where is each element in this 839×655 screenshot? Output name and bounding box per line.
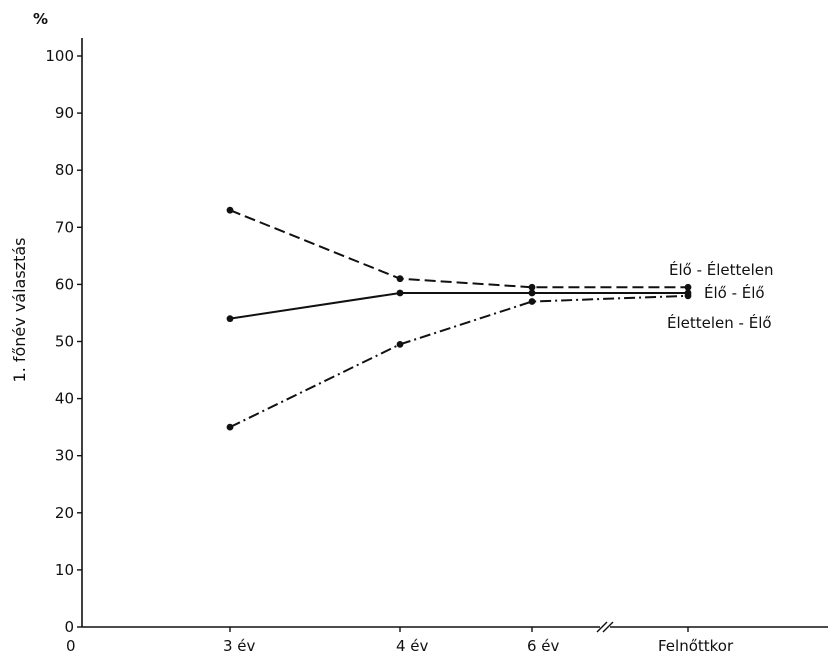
y-tick-label: 0 <box>64 618 74 636</box>
data-point <box>528 283 536 291</box>
data-point <box>684 292 692 300</box>
series-label: Élettelen - Élő <box>667 313 772 332</box>
data-point <box>396 340 404 348</box>
series-group <box>226 206 692 431</box>
y-tick-label: 80 <box>55 161 74 179</box>
x-tick-label: 3 év <box>223 637 256 655</box>
data-point <box>528 289 536 297</box>
data-point <box>684 283 692 291</box>
data-point <box>396 289 404 297</box>
y-tick-label: 40 <box>55 390 74 408</box>
axis-break-mark <box>602 621 614 633</box>
axes <box>81 38 828 633</box>
y-tick-label: 50 <box>55 333 74 351</box>
series-label: Élő - Élő <box>704 283 765 302</box>
data-point <box>226 423 234 431</box>
y-ticks: 0 10 20 30 40 50 60 70 80 90 100 <box>45 47 82 636</box>
x-origin-label: 0 <box>66 637 76 655</box>
series-line <box>229 209 688 289</box>
x-tick-label: Felnőttkor <box>658 637 734 655</box>
y-axis-title: 1. főnév választás <box>10 238 29 383</box>
y-tick-label: 100 <box>45 47 74 65</box>
x-ticks: 0 3 év 4 év 6 év Felnőttkor <box>66 627 734 655</box>
series-line <box>229 291 688 320</box>
series-line <box>229 294 689 429</box>
x-tick-label: 6 év <box>527 637 560 655</box>
y-unit-label: % <box>33 10 48 28</box>
data-point <box>396 275 404 283</box>
y-tick-label: 90 <box>55 104 74 122</box>
y-tick-label: 60 <box>55 275 74 293</box>
y-tick-label: 70 <box>55 218 74 236</box>
data-point <box>226 315 234 323</box>
y-tick-label: 30 <box>55 447 74 465</box>
series-label: Élő - Élettelen <box>669 260 774 279</box>
series-labels: Élő - Élettelen Élő - Élő Élettelen - Élő <box>667 260 774 332</box>
axis-break-mark <box>596 621 608 633</box>
data-point <box>226 206 234 214</box>
y-tick-label: 20 <box>55 504 74 522</box>
data-point <box>528 298 536 305</box>
y-tick-label: 10 <box>55 561 74 579</box>
x-tick-label: 4 év <box>396 637 429 655</box>
